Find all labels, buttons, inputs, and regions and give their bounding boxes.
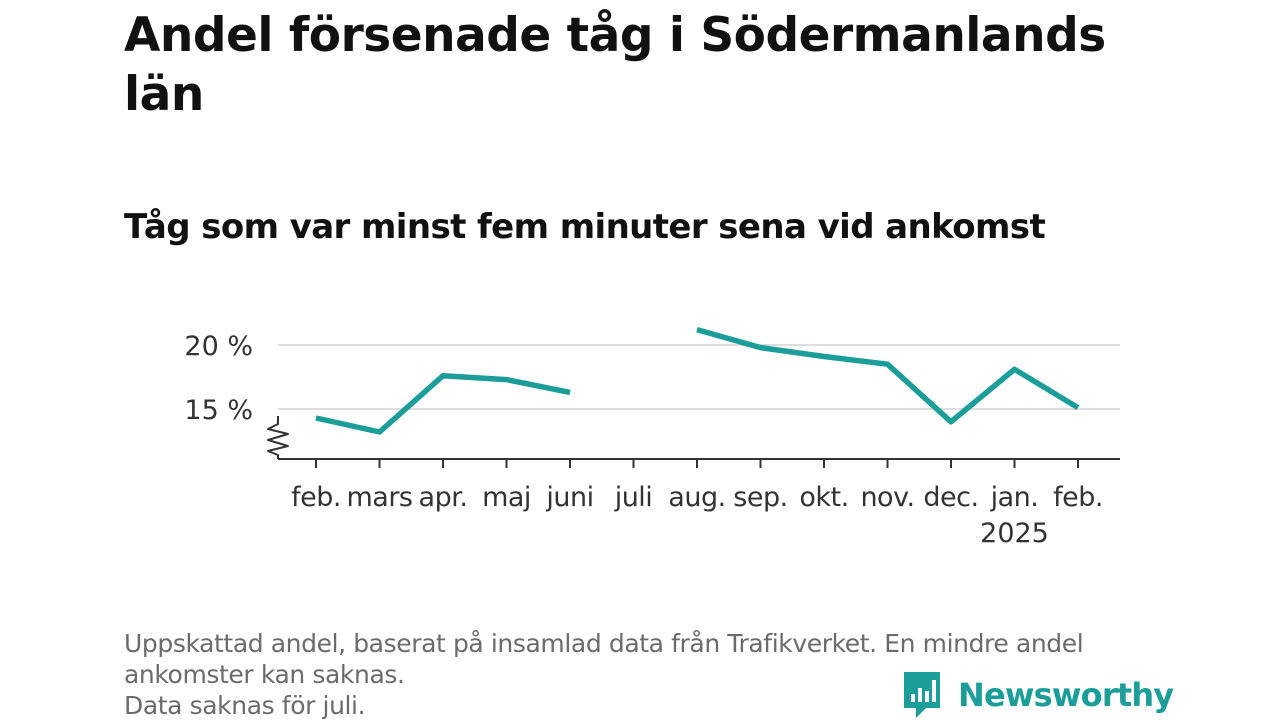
tick-labels: 15 %20 %feb. mars apr. maj juni juli aug. sep. o…: [184, 331, 1103, 549]
series-lines: [315, 326, 1080, 435]
x-tick-label: okt.: [799, 482, 848, 513]
footnote: Uppskattad andel, baserat på insamlad da…: [124, 628, 1154, 720]
footnote-source: Uppskattad andel, baserat på insamlad da…: [124, 629, 1084, 689]
x-tick-label: jan.: [990, 482, 1039, 513]
bar-chart-speech-bubble-icon: [904, 672, 940, 718]
y-tick-label: 20 %: [184, 331, 253, 362]
x-tick-label: juli: [614, 482, 653, 513]
series-line-segment: [315, 372, 571, 435]
x-tick-label: aug.: [668, 482, 725, 513]
gridlines: [278, 344, 1120, 410]
y-tick-label: 15 %: [184, 395, 253, 426]
x-year-label: 2025: [980, 518, 1049, 549]
x-tick-label: nov.: [860, 482, 914, 513]
chart-subtitle: Tåg som var minst fem minuter sena vid a…: [124, 207, 1046, 247]
x-tick-label: feb.: [1053, 482, 1103, 513]
x-tick-label: feb.: [291, 482, 341, 513]
x-tick-label: apr.: [419, 482, 468, 513]
newsworthy-brand: Newsworthy: [902, 670, 1174, 720]
x-tick-label: dec.: [923, 482, 978, 513]
footnote-missing-data: Data saknas för juli.: [124, 691, 366, 720]
brand-name: Newsworthy: [958, 676, 1174, 714]
x-tick-label: sep.: [733, 482, 787, 513]
x-tick-label: juni: [545, 482, 593, 513]
axis-break-icon: [267, 416, 289, 459]
chart-title: Andel försenade tåg i Södermanlands län: [124, 8, 1106, 122]
axes: [267, 416, 1120, 468]
x-tick-label: mars: [346, 482, 412, 513]
series-line-segment: [696, 326, 1080, 425]
x-tick-label: maj: [482, 482, 531, 513]
